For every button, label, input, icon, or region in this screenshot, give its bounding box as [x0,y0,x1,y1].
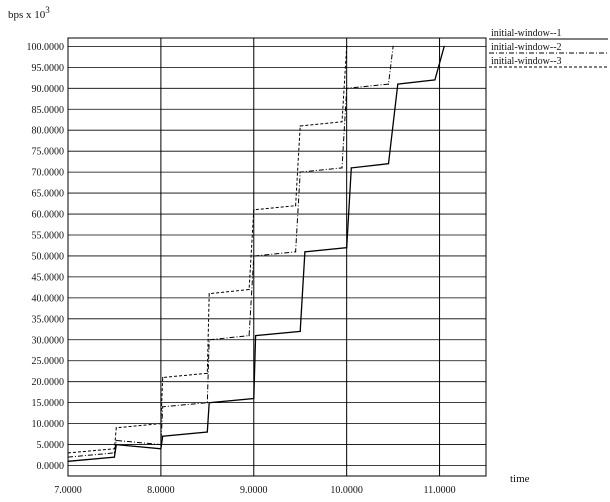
data-point [162,435,164,437]
data-point [115,427,117,429]
x-tick-label: 7.0000 [54,485,82,496]
data-point [346,45,348,48]
data-point [253,255,255,257]
y-tick-label: 75.0000 [32,147,65,158]
data-point [299,330,301,332]
y-tick-label: 20.0000 [32,377,65,388]
data-point [113,456,115,458]
data-point [253,397,255,400]
data-point [304,251,306,253]
data-point [295,205,297,207]
y-tick-label: 95.0000 [32,63,65,74]
data-point [299,171,301,173]
y-tick-label: 65.0000 [32,189,65,200]
data-point [162,406,164,408]
x-tick-label: 9.0000 [240,485,268,496]
data-point [341,121,343,123]
y-axis-label-base: bps x 10 [8,9,46,21]
x-tick-label: 11.0000 [423,485,455,496]
y-tick-label: 45.0000 [32,272,65,283]
y-tick-label: 50.0000 [32,251,65,262]
data-point [248,335,250,337]
data-point [67,452,69,454]
data-point [443,45,445,48]
grid-lines [67,38,486,476]
y-tick-label: 90.0000 [32,84,65,95]
data-point [341,167,343,169]
y-tick-label: 100.0000 [27,42,65,53]
data-point [248,288,250,291]
data-point [160,444,162,446]
x-axis-label: time [510,473,530,485]
y-axis-label: bps x 103 [8,5,50,21]
data-point [208,293,210,295]
data-point [392,45,394,48]
data-point [350,167,352,169]
data-point [206,372,208,374]
data-point [206,431,208,433]
data-point [346,87,348,89]
y-tick-label: 60.0000 [32,210,65,221]
y-tick-label: 30.0000 [32,335,65,346]
data-point [295,251,297,253]
data-point [113,452,115,454]
data-point [67,460,69,462]
legend-label: initial-window--3 [491,56,562,67]
plot-frame [67,37,487,477]
y-tick-label: 70.0000 [32,168,65,179]
data-point [434,79,436,81]
y-axis-label-exponent: 3 [45,5,50,15]
data-point [208,339,210,341]
data-point [160,448,162,450]
y-tick-label: 35.0000 [32,314,65,325]
y-tick-label: 10.0000 [32,419,65,430]
data-point [162,376,164,379]
data-point [387,83,390,85]
y-tick-label: 80.0000 [32,126,65,137]
x-tick-label: 10.0000 [330,485,363,496]
y-tick-label: 55.0000 [32,230,65,241]
data-point [208,402,210,404]
y-axis-ticks: 0.0000 5.0000 10.0000 15.0000 20.0000 25.0000… [27,42,65,472]
y-tick-label: 15.0000 [32,398,65,409]
data-point [115,439,117,441]
data-point [346,247,348,249]
y-tick-label: 85.0000 [32,105,65,116]
x-tick-label: 8.0000 [147,485,175,496]
data-point [299,125,301,127]
y-tick-label: 40.0000 [32,293,65,304]
y-tick-label: 25.0000 [32,356,65,367]
legend-label: initial-window--1 [491,28,562,39]
data-point [397,83,399,85]
data-point [206,402,208,404]
legend: initial-window--1 initial-window--2 initia… [489,28,608,68]
data-point [253,209,255,211]
data-point [160,423,162,425]
legend-label: initial-window--2 [491,42,562,53]
series-line-1 [67,46,445,462]
data-point [387,163,390,165]
data-point [255,335,257,337]
x-axis-ticks: 7.0000 8.0000 9.0000 10.0000 11.0000 [54,485,455,496]
y-tick-label: 5.0000 [37,440,65,451]
series-lines [67,45,445,462]
series-line-2 [67,46,394,458]
data-point [113,448,115,450]
data-point [67,456,69,458]
y-tick-label: 0.0000 [37,461,65,472]
